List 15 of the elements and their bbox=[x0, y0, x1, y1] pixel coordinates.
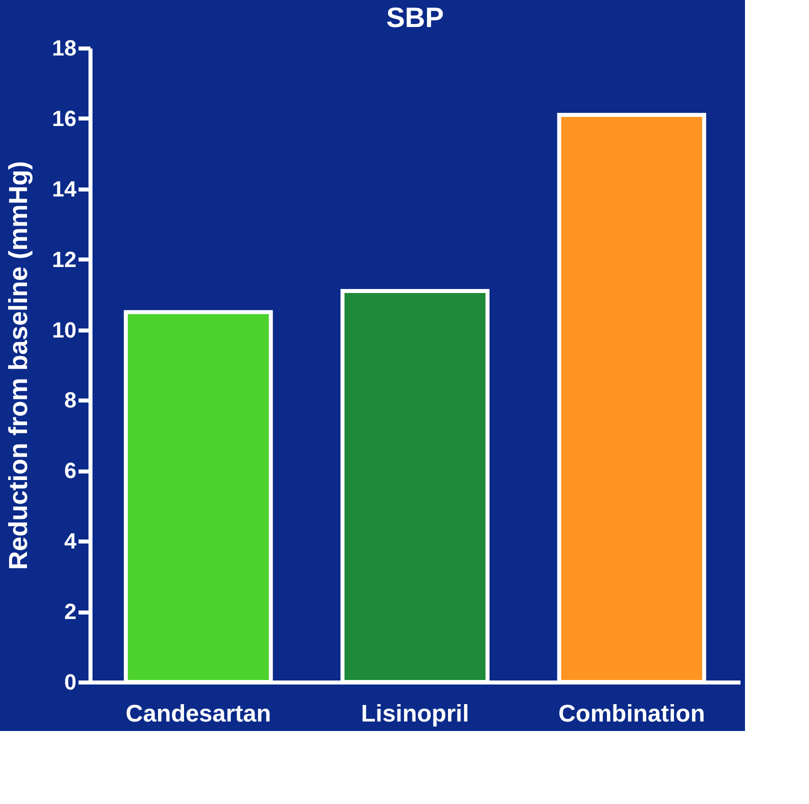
y-tick-label: 6 bbox=[64, 458, 76, 484]
x-tick-label: Lisinopril bbox=[361, 700, 469, 728]
y-tick-label: 4 bbox=[64, 528, 78, 554]
y-tick-label: 2 bbox=[64, 599, 76, 624]
y-tick-label: 10 bbox=[52, 317, 76, 342]
y-axis-title: Reduction from baseline (mmHg) bbox=[3, 161, 34, 570]
x-tick-label: Candesartan bbox=[126, 700, 272, 728]
y-tick-label: 0 bbox=[64, 670, 76, 694]
y-tick-label: 14 bbox=[52, 176, 78, 202]
y-tick-label: 18 bbox=[52, 36, 76, 60]
y-tick-label: 8 bbox=[64, 388, 76, 413]
y-tick-label: 16 bbox=[52, 106, 76, 131]
y-tick-label: 12 bbox=[52, 246, 76, 272]
chart-title: SBP bbox=[386, 2, 444, 33]
x-tick-label: Combination bbox=[558, 700, 705, 728]
